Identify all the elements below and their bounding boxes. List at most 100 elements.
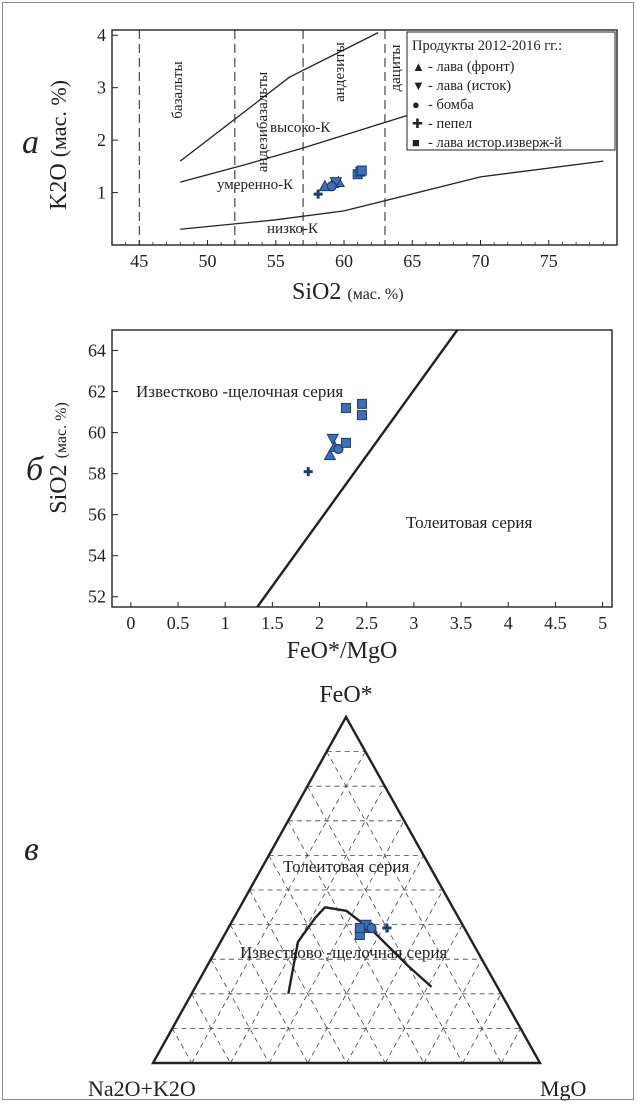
panel-b-markers xyxy=(303,398,367,477)
marker-historic-lava xyxy=(356,165,367,176)
panel-b-chart: б 0 0.5 1 1.5 2 2.5 3 3.5 4 4.5 5 52 54 56 58 60 62 64 Из… xyxy=(26,329,613,664)
legend-item-lava-source: - лава (исток) xyxy=(428,78,511,94)
y-tick-label: 3 xyxy=(97,78,106,98)
ternary-triangle xyxy=(150,714,543,1065)
x-tick-label: 2.5 xyxy=(355,613,378,633)
x-tick-label: 70 xyxy=(472,251,490,271)
ternary-label-calc-alkaline: Известково -щелочная серия xyxy=(240,943,447,962)
panel-c-markers xyxy=(354,919,392,940)
x-tick-label: 1.5 xyxy=(261,613,284,633)
y-tick-label: 4 xyxy=(97,25,106,45)
rock-label-dacites: дациты xyxy=(388,45,404,92)
marker-historic-lava xyxy=(354,923,365,934)
y-tick-label: 2 xyxy=(97,130,106,150)
legend-symbol-square: ■ xyxy=(412,135,420,150)
legend-symbol-circle: ● xyxy=(412,97,420,112)
grid-line-alkali xyxy=(287,820,425,1064)
marker-ash xyxy=(382,923,392,933)
x-tick-label: 0.5 xyxy=(167,613,190,633)
panel-a-legend: Продукты 2012-2016 гг.: ▲ - лава (фронт)… xyxy=(406,31,616,151)
grid-line-alkali xyxy=(191,993,231,1064)
x-tick-label: 50 xyxy=(199,251,217,271)
y-tick-label: 1 xyxy=(97,183,106,203)
marker-ash xyxy=(313,189,323,199)
x-tick-label: 4 xyxy=(504,613,513,633)
y-tick-label: 64 xyxy=(88,341,106,361)
marker-historic-lava xyxy=(340,437,351,448)
apex-label-feo: FeO* xyxy=(319,682,372,708)
svg-text:базальты: базальты xyxy=(170,61,186,118)
apex-label-alkali: Na2O+K2O xyxy=(88,1076,196,1101)
marker-bomb xyxy=(326,181,337,192)
rock-label-basaltic-andesites: андезибазальты xyxy=(255,72,271,173)
legend-item-ash: - пепел xyxy=(428,116,472,132)
x-tick-label: 65 xyxy=(403,251,421,271)
panel-b-letter: б xyxy=(26,451,45,488)
legend-item-lava-front: - лава (фронт) xyxy=(428,59,515,75)
panel-a-boundaries xyxy=(138,30,604,245)
panel-a-chart: а 45 50 55 60 65 70 75 1 2 3 4 базальты андезибаза… xyxy=(22,25,618,305)
series-label-high-k: высоко-К xyxy=(270,120,331,136)
grid-line-mgo xyxy=(191,751,366,1064)
series-label-medium-k: умеренно-К xyxy=(217,177,294,193)
marker-historic-lava xyxy=(340,402,351,413)
k-series-boundary xyxy=(179,32,379,162)
grid-line-alkali xyxy=(171,1028,193,1064)
y-tick-label: 58 xyxy=(88,464,106,484)
apex-label-mgo: MgO xyxy=(540,1076,586,1101)
ternary-label-tholeiitic: Толеитовая серия xyxy=(283,857,410,876)
panel-b-boundary xyxy=(256,329,459,608)
legend-item-bomb: - бомба xyxy=(428,97,474,113)
legend-title: Продукты 2012-2016 гг.: xyxy=(412,38,562,54)
grid-line-alkali xyxy=(307,786,463,1064)
legend-item-historic-lava: - лава истор.изверж-й xyxy=(428,135,562,151)
marker-bomb xyxy=(333,443,344,455)
grid-line-mgo xyxy=(423,959,483,1064)
legend-box xyxy=(406,31,616,151)
series-boundary-line xyxy=(256,329,459,608)
panel-a-y-axis-label: K2O (мас. %) xyxy=(46,80,72,210)
panel-a-letter: а xyxy=(22,124,39,161)
rock-label-andesites: андезиты xyxy=(332,42,348,102)
grid-line-mgo xyxy=(500,1028,521,1064)
rock-label-basalts: базальты xyxy=(170,61,186,118)
x-tick-label: 45 xyxy=(130,251,148,271)
marker-historic-lava xyxy=(357,398,367,409)
marker-ash xyxy=(303,467,313,477)
svg-text:андезиты: андезиты xyxy=(332,42,348,102)
series-label-low-k: низко-К xyxy=(267,221,319,237)
x-tick-label: 1 xyxy=(221,613,230,633)
ternary-boundary xyxy=(287,906,433,995)
panel-a-markers xyxy=(313,165,367,199)
panel-a-ticks: 45 50 55 60 65 70 75 1 2 3 4 xyxy=(97,25,604,271)
x-tick-label: 55 xyxy=(267,251,285,271)
y-tick-label: 60 xyxy=(88,423,106,443)
svg-text:K2O (мас. %): K2O (мас. %) xyxy=(46,80,72,210)
y-tick-label: 56 xyxy=(88,505,106,525)
x-tick-label: 3.5 xyxy=(450,613,473,633)
region-label-calc-alkaline: Известково -щелочная серия xyxy=(136,382,343,401)
panel-b-x-axis-label: FeO*/MgO xyxy=(287,638,398,664)
x-tick-label: 75 xyxy=(540,251,558,271)
tholeiitic-boundary-curve xyxy=(287,906,433,995)
x-tick-label: 5 xyxy=(598,613,607,633)
panel-c-ternary: в FeO* Na2O+K2O MgO Толеитовая серия Изв… xyxy=(24,682,586,1101)
legend-symbol-triangle-up: ▲ xyxy=(412,59,425,74)
grid-line-mgo xyxy=(346,889,444,1064)
panel-a-plot-frame xyxy=(111,29,618,246)
panel-a-x-axis-label: SiO2 (мас. %) xyxy=(292,279,404,305)
marker-historic-lava xyxy=(357,410,367,421)
grid-line-mgo xyxy=(462,993,502,1064)
panel-b-plot-frame xyxy=(111,329,613,608)
grid-line-alkali xyxy=(326,751,502,1064)
ternary-grid xyxy=(150,714,543,1065)
marker-lava-front xyxy=(323,448,337,461)
x-tick-label: 2 xyxy=(315,613,324,633)
y-tick-label: 54 xyxy=(88,546,106,566)
grid-line-alkali xyxy=(249,889,347,1064)
x-tick-label: 60 xyxy=(335,251,353,271)
panel-b-y-axis-label: SiO2 (мас. %) xyxy=(46,402,72,514)
grid-line-alkali xyxy=(210,959,270,1064)
